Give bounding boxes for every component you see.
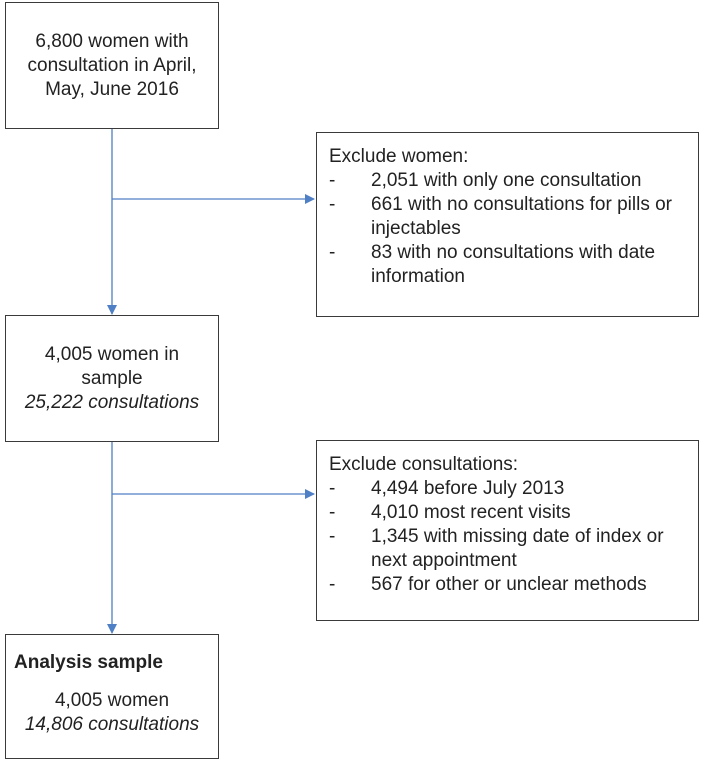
bullet-dash: - <box>329 170 336 191</box>
bullet-dash: - <box>329 526 336 547</box>
study-sample-consultations: 25,222 consultations <box>24 391 200 413</box>
bullet-dash: - <box>329 194 336 215</box>
exclude-women-box: Exclude women: - 2,051 with only one con… <box>316 132 699 317</box>
list-item-text: 661 with no consultations for pills or i… <box>371 194 672 239</box>
list-item: - 83 with no consultations with date inf… <box>329 241 686 289</box>
analysis-sample-title: Analysis sample <box>14 652 163 673</box>
list-item-text: 2,051 with only one consultation <box>371 170 642 191</box>
list-item-text: 567 for other or unclear methods <box>371 574 647 595</box>
list-item-text: 1,345 with missing date of index or next… <box>371 526 664 571</box>
bullet-dash: - <box>329 242 336 263</box>
exclude-women-list: - 2,051 with only one consultation - 661… <box>329 169 686 289</box>
list-item: - 4,494 before July 2013 <box>329 477 686 501</box>
list-item: - 1,345 with missing date of index or ne… <box>329 525 686 573</box>
list-item-text: 4,010 most recent visits <box>371 502 571 523</box>
analysis-sample-consultations: 14,806 consultations <box>24 714 200 735</box>
study-sample-box: 4,005 women in sample 25,222 consultatio… <box>5 315 219 442</box>
list-item-text: 4,494 before July 2013 <box>371 478 565 499</box>
exclude-consultations-title: Exclude consultations: <box>329 454 519 475</box>
list-item: - 661 with no consultations for pills or… <box>329 193 686 241</box>
bullet-dash: - <box>329 574 336 595</box>
exclude-consultations-list: - 4,494 before July 2013 - 4,010 most re… <box>329 477 686 597</box>
list-item: - 2,051 with only one consultation <box>329 169 686 193</box>
study-sample-women: 4,005 women in sample <box>44 343 180 389</box>
bullet-dash: - <box>329 502 336 523</box>
start-population-box: 6,800 women with consultation in April, … <box>5 2 219 129</box>
start-population-text: 6,800 women with consultation in April, … <box>27 30 197 100</box>
exclude-consultations-box: Exclude consultations: - 4,494 before Ju… <box>316 440 699 621</box>
analysis-sample-box: Analysis sample 4,005 women 14,806 consu… <box>5 634 219 759</box>
analysis-sample-women: 4,005 women <box>54 690 170 711</box>
list-item: - 4,010 most recent visits <box>329 501 686 525</box>
list-item: - 567 for other or unclear methods <box>329 573 686 597</box>
bullet-dash: - <box>329 478 336 499</box>
list-item-text: 83 with no consultations with date infor… <box>371 242 656 287</box>
exclude-women-title: Exclude women: <box>329 146 469 167</box>
